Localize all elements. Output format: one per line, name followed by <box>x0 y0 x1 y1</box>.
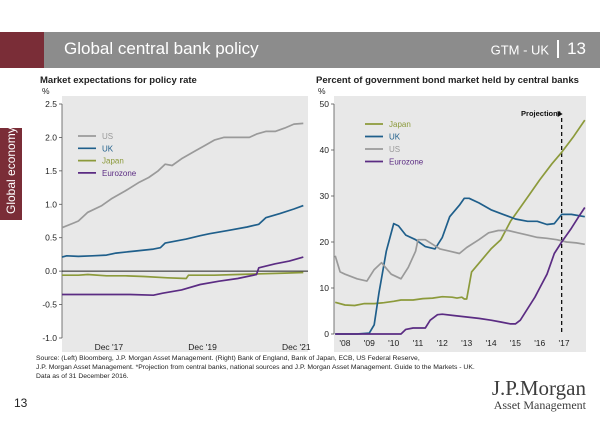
y-tick-label: 0.0 <box>45 266 57 276</box>
projection-arrow <box>557 111 563 117</box>
company-logo: J.P.Morgan <box>491 376 586 400</box>
legend-label: US <box>102 132 113 141</box>
x-tick-label: '12 <box>437 338 448 348</box>
x-tick-label: '14 <box>486 338 497 348</box>
x-tick-label: '11 <box>413 338 424 348</box>
left-chart-title: Market expectations for policy rate <box>40 75 197 86</box>
x-tick-label: Dec '21 <box>282 342 311 352</box>
y-tick-label: 2.0 <box>45 132 57 142</box>
legend-label: UK <box>389 133 401 142</box>
y-tick-label: 50 <box>320 99 330 109</box>
right-chart-unit: % <box>318 86 326 96</box>
y-tick-label: 1.0 <box>45 199 57 209</box>
legend-label: Eurozone <box>102 169 137 178</box>
series-line-us <box>61 122 304 229</box>
left-chart-panel <box>62 96 308 352</box>
x-tick-label: '17 <box>559 338 570 348</box>
x-tick-label: '10 <box>388 338 399 348</box>
guide-label: GTM - UK <box>490 42 550 58</box>
footnote-source: Source: (Left) Bloomberg, J.P. Morgan As… <box>36 355 420 362</box>
header-page-number: 13 <box>567 39 586 58</box>
company-logo-subtitle: Asset Management <box>493 398 586 412</box>
right-chart-title: Percent of government bond market held b… <box>316 75 579 86</box>
x-tick-label: Dec '17 <box>95 342 124 352</box>
legend-label: US <box>389 145 400 154</box>
page-number: 13 <box>14 396 28 410</box>
x-tick-label: Dec '19 <box>188 342 217 352</box>
y-tick-label: 10 <box>320 283 330 293</box>
y-tick-label: 0 <box>324 329 329 339</box>
legend-label: UK <box>102 144 114 153</box>
footnote-source-cont: J.P. Morgan Asset Management. *Projectio… <box>36 364 475 371</box>
series-line-eurozone <box>335 207 586 335</box>
x-tick-label: '09 <box>364 338 375 348</box>
y-tick-label: -1.0 <box>42 333 57 343</box>
y-tick-label: 40 <box>320 145 330 155</box>
x-tick-label: '13 <box>461 338 472 348</box>
series-line-uk <box>335 197 585 335</box>
y-tick-label: 30 <box>320 191 330 201</box>
x-tick-label: '08 <box>339 338 350 348</box>
page-title: Global central bank policy <box>64 39 259 58</box>
y-tick-label: 1.5 <box>45 166 57 176</box>
y-tick-label: -0.5 <box>42 300 57 310</box>
y-tick-label: 0.5 <box>45 233 57 243</box>
footnote-date: Data as of 31 December 2016. <box>36 373 129 380</box>
series-line-uk <box>61 204 304 258</box>
section-tab: Global economy <box>0 127 22 220</box>
header-separator <box>557 40 560 58</box>
legend-label: Eurozone <box>389 158 424 167</box>
x-tick-label: '16 <box>534 338 545 348</box>
header-right: GTM - UK 13 <box>490 39 586 61</box>
header-accent <box>0 32 44 68</box>
legend-label: Japan <box>102 157 124 166</box>
left-chart-unit: % <box>42 86 50 96</box>
legend-label: Japan <box>389 120 411 129</box>
y-tick-label: 20 <box>320 237 330 247</box>
header-bar: Global central bank policy GTM - UK 13 <box>0 32 600 68</box>
y-tick-label: 2.5 <box>45 99 57 109</box>
series-line-eurozone <box>62 256 304 297</box>
series-line-us <box>334 229 585 282</box>
x-tick-label: '15 <box>510 338 521 348</box>
series-line-japan <box>334 119 586 307</box>
projection-annotation: Projection* <box>521 109 561 118</box>
